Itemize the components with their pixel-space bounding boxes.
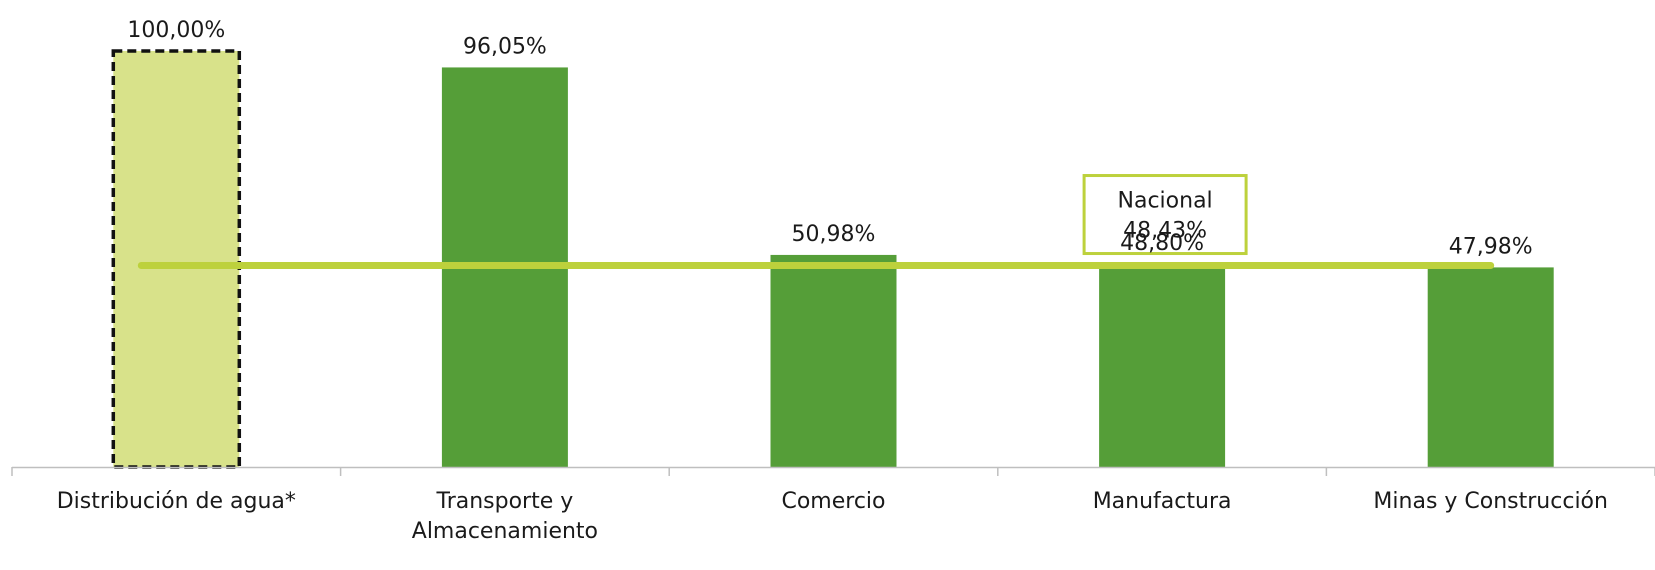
- category-label: Transporte y Almacenamiento: [412, 489, 598, 544]
- data-label: 96,05%: [463, 34, 547, 59]
- bar: [1099, 263, 1226, 467]
- reference-label-box: [1082, 174, 1248, 256]
- reference-line-group: Nacional 48,43%: [137, 174, 1495, 270]
- data-label: 47,98%: [1449, 234, 1533, 259]
- data-label: 50,98%: [792, 222, 876, 247]
- reference-label: Nacional: [1118, 189, 1213, 214]
- bar: [770, 254, 897, 467]
- bars-layer: [111, 49, 1554, 469]
- category-label: Manufactura: [1093, 489, 1232, 514]
- x-axis: [11, 466, 1655, 476]
- data-label: 100,00%: [127, 18, 225, 43]
- data-label: 48,80%: [1120, 231, 1204, 256]
- category-label: Comercio: [781, 489, 885, 514]
- category-label: Minas y Construcción: [1373, 489, 1608, 514]
- bar: [1427, 267, 1554, 467]
- bar-highlighted: [111, 49, 242, 469]
- category-label: Distribución de agua*: [57, 489, 296, 514]
- labels-layer: 100,00% 96,05% 50,98% 48,80% 47,98% Distribuc…: [57, 18, 1608, 544]
- reference-value-label: 48,43%: [1123, 219, 1207, 244]
